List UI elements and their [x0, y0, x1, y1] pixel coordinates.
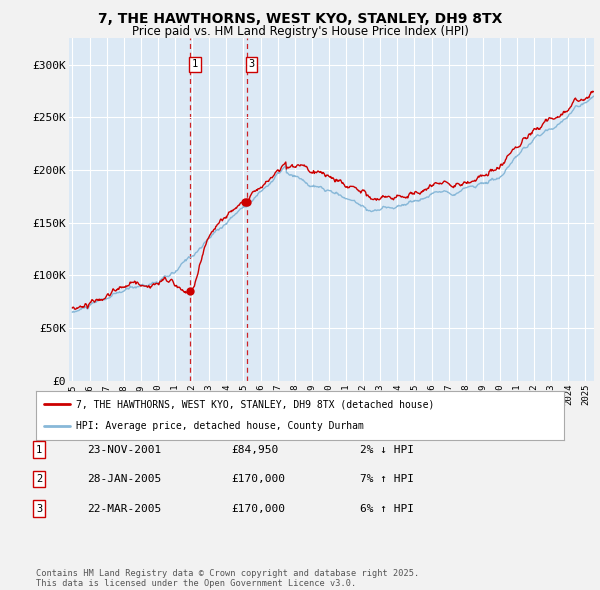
Text: 7% ↑ HPI: 7% ↑ HPI — [360, 474, 414, 484]
Text: 2: 2 — [36, 474, 42, 484]
Text: 7, THE HAWTHORNS, WEST KYO, STANLEY, DH9 8TX: 7, THE HAWTHORNS, WEST KYO, STANLEY, DH9… — [98, 12, 502, 26]
Text: HPI: Average price, detached house, County Durham: HPI: Average price, detached house, Coun… — [76, 421, 364, 431]
Text: £84,950: £84,950 — [231, 445, 278, 454]
Text: Price paid vs. HM Land Registry's House Price Index (HPI): Price paid vs. HM Land Registry's House … — [131, 25, 469, 38]
Text: 3: 3 — [36, 504, 42, 513]
Text: 1: 1 — [36, 445, 42, 454]
Text: Contains HM Land Registry data © Crown copyright and database right 2025.
This d: Contains HM Land Registry data © Crown c… — [36, 569, 419, 588]
Text: 28-JAN-2005: 28-JAN-2005 — [87, 474, 161, 484]
Text: £170,000: £170,000 — [231, 504, 285, 513]
Text: 22-MAR-2005: 22-MAR-2005 — [87, 504, 161, 513]
Text: 7, THE HAWTHORNS, WEST KYO, STANLEY, DH9 8TX (detached house): 7, THE HAWTHORNS, WEST KYO, STANLEY, DH9… — [76, 399, 434, 409]
Text: £170,000: £170,000 — [231, 474, 285, 484]
Text: 2% ↓ HPI: 2% ↓ HPI — [360, 445, 414, 454]
Text: 3: 3 — [248, 60, 255, 70]
Text: 6% ↑ HPI: 6% ↑ HPI — [360, 504, 414, 513]
Text: 1: 1 — [192, 60, 198, 70]
Text: 23-NOV-2001: 23-NOV-2001 — [87, 445, 161, 454]
